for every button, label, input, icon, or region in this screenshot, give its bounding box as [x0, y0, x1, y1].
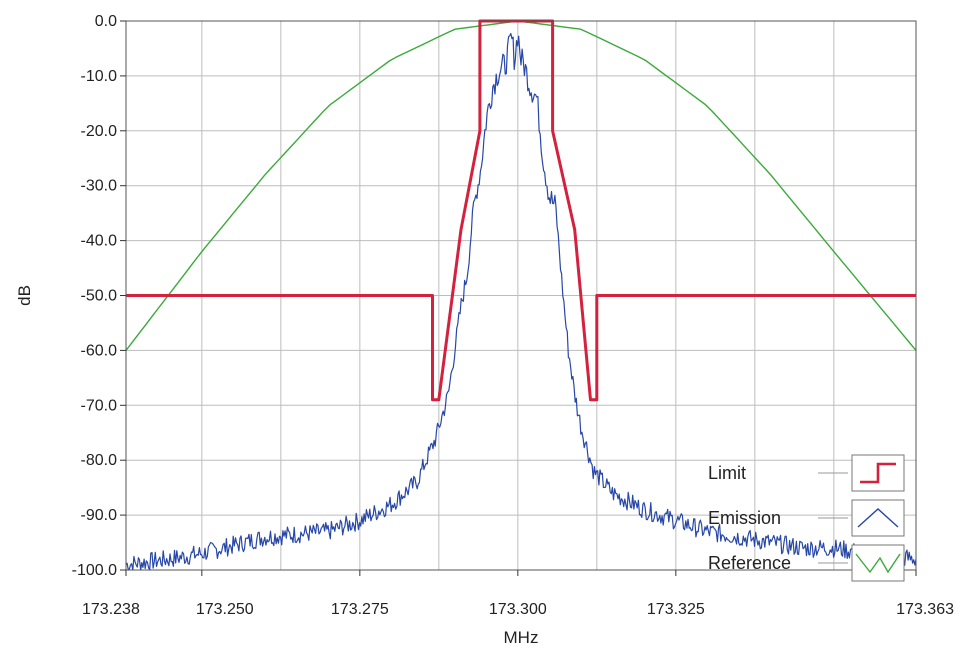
x-tick-label: 173.275	[331, 601, 389, 618]
legend: Limit Emission Reference	[708, 454, 905, 582]
y-tick-label: -80.0	[81, 452, 118, 469]
plot-area	[125, 19, 917, 571]
y-tick-label: -60.0	[81, 342, 118, 359]
y-tick-label: -40.0	[81, 233, 118, 250]
legend-label-reference: Reference	[708, 553, 791, 573]
y-tick-label: 0.0	[95, 13, 117, 30]
legend-swatch-box	[851, 499, 905, 537]
y-tick-label: -90.0	[81, 507, 118, 524]
y-tick-label: -70.0	[81, 397, 118, 414]
x-tick-label: 173.363	[896, 601, 954, 618]
x-tick-label: 173.238	[82, 601, 140, 618]
legend-swatch-box	[851, 544, 905, 582]
series-line-emission	[125, 32, 917, 571]
y-tick-label: -10.0	[81, 68, 118, 85]
legend-swatch-reference	[855, 553, 901, 574]
legend-label-limit: Limit	[708, 463, 746, 483]
y-axis: 0.0 -10.0 -20.0 -30.0 -40.0 -50.0 -60.0 -70.0 -8…	[72, 13, 126, 579]
y-axis-label: dB	[15, 285, 34, 306]
x-axis: 173.238 173.250 173.275 173.300 173.325 173.3…	[82, 570, 954, 618]
x-tick-label: 173.250	[196, 601, 254, 618]
x-axis-label: MHz	[504, 628, 539, 647]
legend-label-emission: Emission	[708, 508, 781, 528]
y-tick-label: -50.0	[81, 288, 118, 305]
x-tick-label: 173.300	[489, 601, 547, 618]
y-tick-label: -20.0	[81, 123, 118, 140]
y-tick-label: -30.0	[81, 178, 118, 195]
y-tick-label: -100.0	[72, 562, 117, 579]
legend-swatch-limit	[860, 462, 896, 484]
legend-swatch-emission	[857, 508, 899, 528]
x-tick-label: 173.325	[647, 601, 705, 618]
